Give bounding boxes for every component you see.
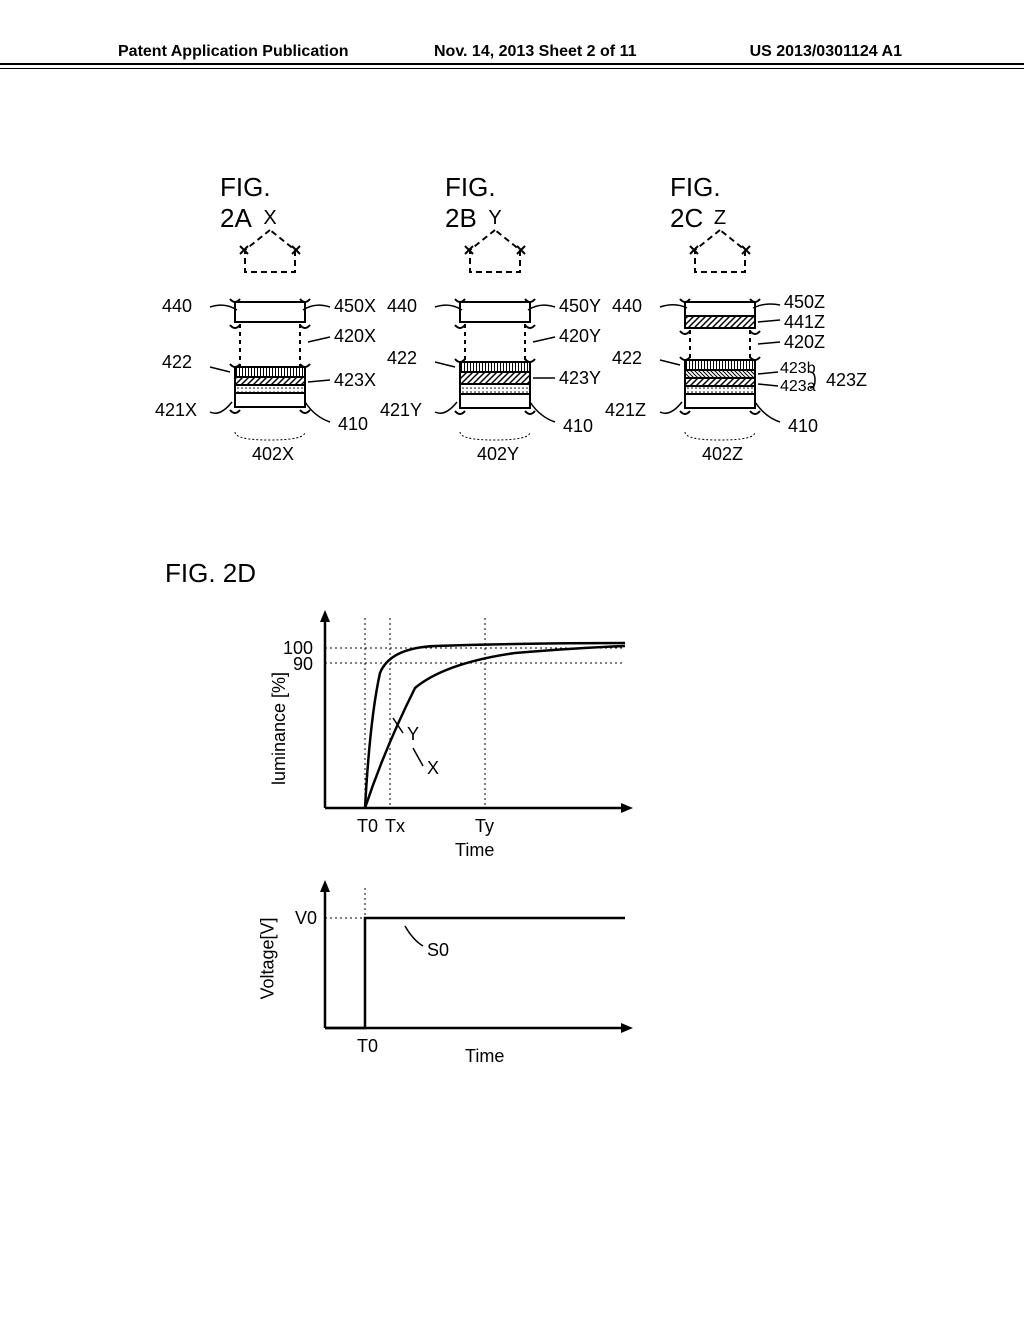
luminance-chart: Y X xyxy=(255,598,675,858)
lbl-421-a: 421X xyxy=(155,400,197,421)
chart1-y90: 90 xyxy=(293,654,313,675)
fig-2d: FIG. 2D Y X luminance [%] 100 90 T0 Tx T… xyxy=(165,558,715,1118)
chart2-t0: T0 xyxy=(357,1036,378,1057)
lbl-402-b: 402Y xyxy=(477,444,519,465)
fig-2a-svg: X xyxy=(160,202,390,522)
lbl-423-a: 423X xyxy=(334,370,376,391)
svg-text:X: X xyxy=(427,758,439,778)
lbl-421-c: 421Z xyxy=(605,400,646,421)
lbl-423-c: 423Z xyxy=(826,370,867,391)
lbl-440-b: 440 xyxy=(387,296,417,317)
voltage-chart: S0 xyxy=(255,878,675,1068)
lbl-402-a: 402X xyxy=(252,444,294,465)
svg-text:Z: Z xyxy=(714,207,726,229)
header-left: Patent Application Publication xyxy=(118,43,349,61)
lbl-450-b: 450Y xyxy=(559,296,601,317)
chart1-xlabel: Time xyxy=(455,840,494,861)
chart1-ylabel: luminance [%] xyxy=(269,672,290,785)
chart2-ylabel: Voltage[V] xyxy=(258,917,279,999)
chart1-t0: T0 xyxy=(357,816,378,837)
lbl-440-a: 440 xyxy=(162,296,192,317)
chart2-v0: V0 xyxy=(295,908,317,929)
svg-text:Y: Y xyxy=(488,207,501,229)
lbl-423b-c: 423b xyxy=(780,360,816,378)
lbl-422-a: 422 xyxy=(162,352,192,373)
lbl-410-b: 410 xyxy=(563,416,593,437)
header-center: Nov. 14, 2013 Sheet 2 of 11 xyxy=(434,43,636,61)
lbl-440-c: 440 xyxy=(612,296,642,317)
fig-2b-svg: Y xyxy=(385,202,615,522)
fig-2d-title: FIG. 2D xyxy=(165,558,256,589)
top-figures-row: FIG. 2A X xyxy=(180,192,880,532)
fig-2a-letter: X xyxy=(263,207,276,229)
chart2-xlabel: Time xyxy=(465,1046,504,1067)
lbl-420-a: 420X xyxy=(334,326,376,347)
lbl-421-b: 421Y xyxy=(380,400,422,421)
header-right: US 2013/0301124 A1 xyxy=(750,43,902,61)
fig-2c-svg: Z xyxy=(610,202,870,522)
lbl-402-c: 402Z xyxy=(702,444,743,465)
lbl-423a-c: 423a xyxy=(780,378,816,396)
lbl-422-c: 422 xyxy=(612,348,642,369)
lbl-422-b: 422 xyxy=(387,348,417,369)
lbl-450-a: 450X xyxy=(334,296,376,317)
chart1-tx: Tx xyxy=(385,816,405,837)
page-header: Patent Application Publication Nov. 14, … xyxy=(0,63,1024,69)
lbl-423-b: 423Y xyxy=(559,368,601,389)
svg-text:Y: Y xyxy=(407,724,419,744)
lbl-420-b: 420Y xyxy=(559,326,601,347)
lbl-410-a: 410 xyxy=(338,414,368,435)
lbl-410-c: 410 xyxy=(788,416,818,437)
svg-text:S0: S0 xyxy=(427,940,449,960)
lbl-441-c: 441Z xyxy=(784,312,825,333)
lbl-450-c: 450Z xyxy=(784,292,825,313)
chart1-ty: Ty xyxy=(475,816,494,837)
lbl-420-c: 420Z xyxy=(784,332,825,353)
